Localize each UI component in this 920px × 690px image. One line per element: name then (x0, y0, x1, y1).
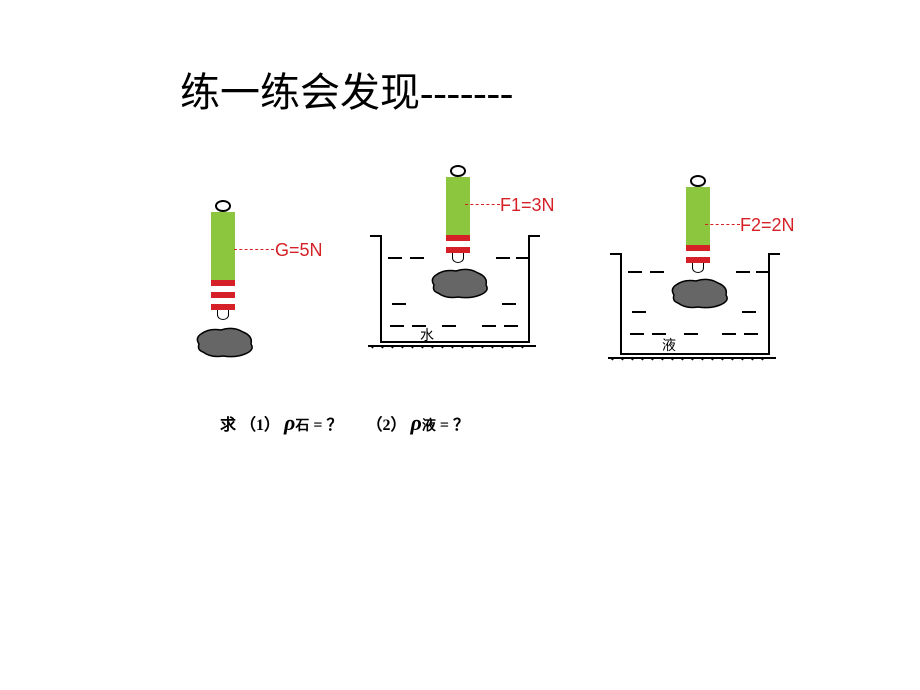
wave (442, 325, 456, 327)
wave (388, 257, 402, 259)
label-leader (705, 224, 740, 225)
wave (756, 271, 770, 273)
wave (736, 271, 750, 273)
scale-ring (450, 165, 466, 177)
q2-eq: = ？ (440, 417, 469, 434)
rho-sub-liquid: 液 (422, 419, 436, 434)
water-label: 水 (420, 325, 434, 345)
wave (684, 333, 698, 335)
wave (722, 333, 736, 335)
q1-num: （1） (240, 417, 280, 434)
wave (410, 257, 424, 259)
beaker-lip (770, 253, 780, 255)
beaker-lip (370, 235, 380, 237)
scale-body (446, 177, 470, 235)
q2-num: （2） (367, 417, 407, 434)
hook (452, 253, 464, 263)
beaker-lip (530, 235, 540, 237)
rho-symbol: ρ (284, 410, 295, 435)
page-title: 练一练会发现------- (180, 60, 513, 118)
hook (692, 263, 704, 273)
weight-label: G=5N (275, 240, 323, 261)
label-leader (234, 249, 274, 250)
wave (744, 333, 758, 335)
rock (191, 324, 257, 360)
rock (426, 265, 492, 301)
wave (742, 311, 756, 313)
wave (516, 257, 530, 259)
ground (608, 357, 776, 367)
beaker-lip (610, 253, 620, 255)
force2-label: F2=2N (740, 215, 795, 236)
rock (666, 275, 732, 311)
hook (217, 310, 229, 320)
wave (630, 333, 644, 335)
ground (368, 345, 536, 355)
wave (650, 271, 664, 273)
liquid-label: 液 (662, 335, 676, 355)
wave (502, 303, 516, 305)
scale-body (686, 187, 710, 245)
rho-sub-stone: 石 (295, 419, 309, 434)
wave (482, 325, 496, 327)
wave (504, 325, 518, 327)
question-row: 求 （1） ρ石 = ？ （2） ρ液 = ？ (220, 410, 469, 436)
question-prefix: 求 (220, 417, 236, 434)
wave (628, 271, 642, 273)
scale-ring (215, 200, 231, 212)
wave (496, 257, 510, 259)
wave (390, 325, 404, 327)
force1-label: F1=3N (500, 195, 555, 216)
rho-symbol: ρ (411, 410, 422, 435)
wave (632, 311, 646, 313)
scale-ring (690, 175, 706, 187)
wave (392, 303, 406, 305)
scale-body (211, 212, 235, 280)
q1-eq: = ？ (313, 417, 342, 434)
label-leader (465, 204, 500, 205)
